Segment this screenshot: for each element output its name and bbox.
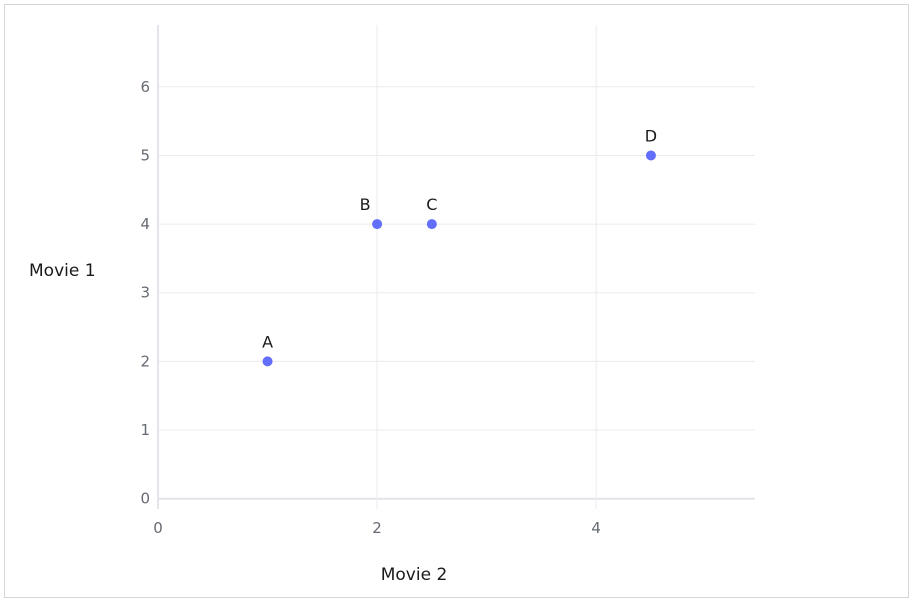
data-points: [262, 150, 656, 367]
y-tick-label-5: 5: [140, 146, 150, 164]
x-tick-label-2: 2: [372, 519, 382, 537]
chart-frame: 0 1 2 3 4 5 6 0 2 4 A B C D Movie 2 Movie 1: [4, 4, 909, 598]
y-tick-label-3: 3: [140, 284, 150, 302]
y-tick-label-0: 0: [140, 490, 150, 508]
y-tick-label-1: 1: [140, 421, 150, 439]
point-label-a: A: [262, 332, 273, 351]
x-tick-label-0: 0: [153, 519, 163, 537]
scatter-chart: 0 1 2 3 4 5 6 0 2 4 A B C D Movie 2 Movie 1: [29, 25, 755, 585]
y-tick-label-2: 2: [140, 352, 150, 370]
x-axis-title: Movie 2: [381, 565, 448, 585]
point-label-d: D: [645, 126, 657, 145]
y-tick-label-6: 6: [140, 78, 150, 96]
tick-labels: 0 1 2 3 4 5 6 0 2 4: [140, 78, 600, 537]
y-tick-label-4: 4: [140, 215, 150, 233]
data-point-c[interactable]: [426, 219, 437, 230]
data-point-b[interactable]: [372, 219, 383, 230]
y-axis-title: Movie 1: [29, 261, 96, 281]
x-tick-label-4: 4: [591, 519, 601, 537]
data-point-a[interactable]: [262, 356, 273, 367]
point-label-c: C: [426, 195, 437, 214]
grid-lines: [157, 25, 755, 509]
point-labels: A B C D: [262, 126, 657, 351]
data-point-d[interactable]: [645, 150, 656, 161]
point-label-b: B: [360, 195, 371, 214]
